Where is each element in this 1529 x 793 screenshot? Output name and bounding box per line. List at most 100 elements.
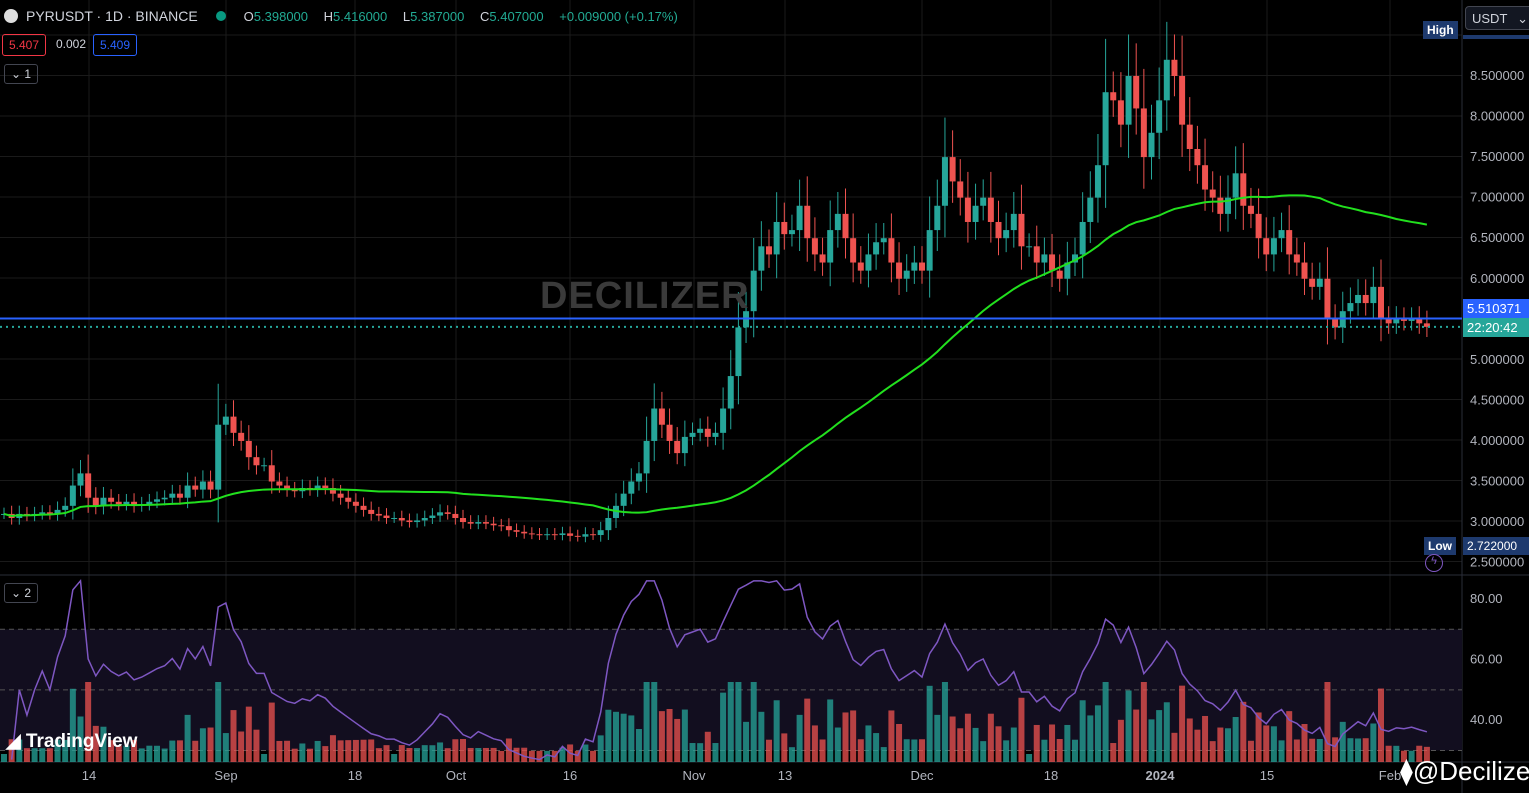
volume-bar (850, 710, 857, 762)
candle-body (154, 499, 160, 502)
volume-bar (268, 702, 275, 762)
candle-body (1156, 100, 1163, 133)
volume-bar (957, 728, 964, 762)
candle-body (827, 230, 834, 263)
volume-bar (375, 748, 382, 762)
candle-body (597, 530, 604, 536)
volume-bar (1270, 726, 1277, 762)
candle-body (368, 509, 375, 514)
candle-body (100, 497, 107, 506)
volume-bar (276, 740, 283, 762)
candle-body (926, 230, 933, 271)
candle-body (230, 416, 237, 433)
symbol-title[interactable]: PYRUSDT · 1D · BINANCE (26, 8, 198, 24)
volume-bar (1286, 711, 1293, 762)
currency-select[interactable]: USDT ⌄ (1465, 6, 1529, 30)
volume-bar (1003, 740, 1010, 762)
volume-bar (253, 729, 260, 762)
candle-body (544, 534, 551, 536)
candle-body (1400, 319, 1407, 321)
volume-bar (1010, 727, 1017, 762)
rsi-pane-collapse-button[interactable]: ⌄ 2 (4, 583, 39, 603)
candle-body (1293, 254, 1300, 263)
candle-body (261, 465, 268, 467)
volume-bar (926, 685, 933, 762)
volume-bar (176, 740, 183, 762)
volume-bar (1416, 745, 1423, 762)
author-watermark: ⧫@Decilizer (1400, 756, 1529, 786)
candle-body (1393, 319, 1400, 324)
candle-body (1056, 270, 1063, 279)
volume-bar (131, 739, 138, 762)
candle-body (146, 501, 153, 505)
volume-bar (39, 748, 46, 762)
volume-bar (1026, 754, 1033, 762)
candle-body (92, 497, 99, 506)
candle-body (551, 534, 558, 536)
volume-bar (1400, 750, 1407, 762)
candle-body (513, 530, 520, 532)
volume-bar (857, 739, 864, 762)
candle-body (1133, 76, 1140, 109)
buy-price[interactable]: 5.409 (93, 34, 138, 56)
candle-body (788, 230, 795, 235)
volume-bar (475, 748, 482, 762)
candle-body (482, 522, 489, 524)
candle-body (559, 533, 566, 536)
candle-body (352, 501, 359, 506)
candle-body (414, 520, 421, 523)
candle-body (567, 533, 574, 536)
volume-bar (758, 711, 765, 762)
volume-bar (23, 748, 30, 762)
volume-bar (605, 709, 612, 762)
date-tick-label: 16 (563, 768, 577, 783)
candle-body (1018, 213, 1025, 247)
volume-bar (704, 731, 711, 762)
candle-body (643, 440, 650, 474)
date-tick-label: Oct (446, 768, 467, 783)
candle-body (995, 221, 1002, 239)
volume-bar (1094, 705, 1101, 762)
candle-body (574, 535, 581, 537)
volume-bar (329, 735, 336, 762)
candle-body (54, 509, 61, 514)
candle-body (253, 457, 260, 466)
volume-bar (184, 714, 191, 762)
volume-bar (1309, 738, 1316, 762)
volume-bar (406, 748, 413, 762)
moving-average-line (3, 194, 1428, 517)
candle-body (375, 513, 382, 516)
candle-body (804, 205, 811, 239)
candle-body (398, 517, 405, 521)
candle-body (1270, 238, 1277, 255)
candle-body (957, 181, 964, 198)
candle-body (85, 473, 92, 498)
candle-body (1225, 197, 1231, 214)
candle-body (758, 246, 765, 271)
date-tick-label: 2024 (1146, 768, 1176, 783)
price-pane-collapse-button[interactable]: ⌄ 1 (4, 64, 39, 84)
candle-body (1209, 189, 1216, 198)
volume-bar (681, 709, 688, 762)
candle-body (919, 262, 925, 271)
volume-bar (238, 731, 245, 762)
volume-bar (138, 748, 145, 762)
sell-price[interactable]: 5.407 (2, 34, 47, 56)
volume-bar (1179, 685, 1186, 762)
candle-body (1072, 254, 1078, 263)
volume-bar (1018, 697, 1025, 762)
candle-body (360, 505, 367, 510)
volume-bar (590, 750, 597, 762)
candle-body (337, 493, 344, 498)
candle-body (1232, 173, 1239, 198)
lightning-icon[interactable]: ϟ (1425, 554, 1443, 572)
date-tick-label: 18 (348, 768, 362, 783)
volume-bar (1125, 690, 1132, 762)
spread: 0.002 (56, 37, 87, 51)
volume-bar (69, 688, 76, 762)
price-tick-label: 3.500000 (1470, 474, 1524, 489)
candle-body (1347, 303, 1354, 312)
candle-body (1202, 165, 1209, 190)
candle-body (1240, 173, 1247, 206)
